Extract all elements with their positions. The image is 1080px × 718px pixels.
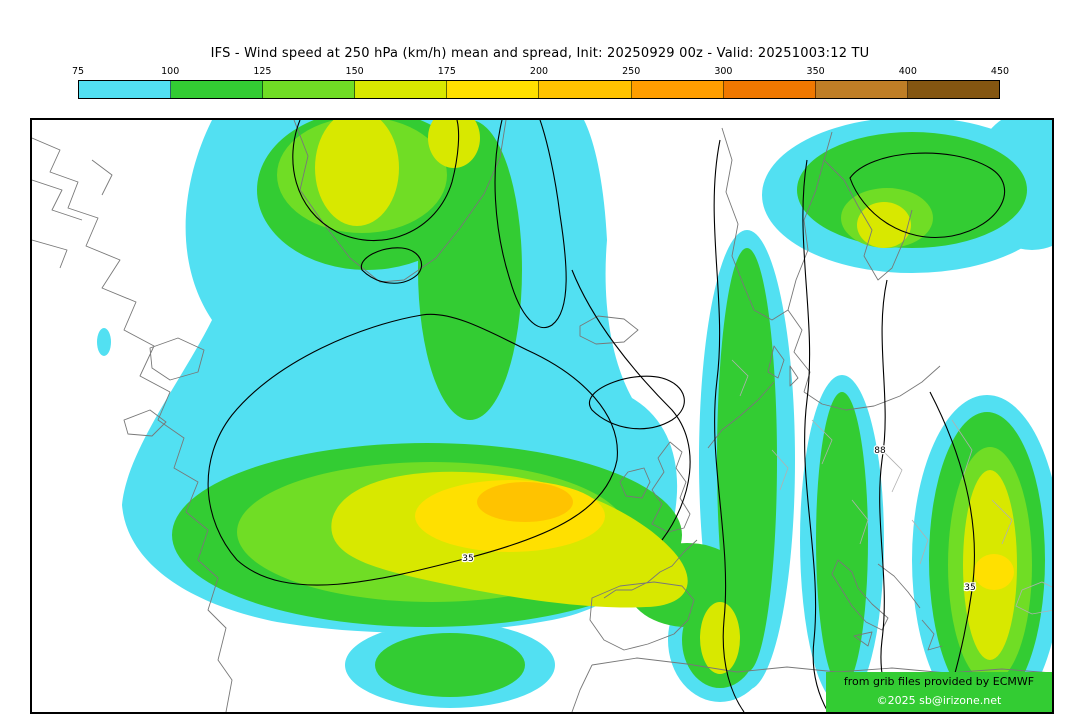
contour-label: 35 bbox=[462, 554, 473, 564]
colorbar-tick-labels: 75 100 125 150 175 200 250 300 350 400 450 bbox=[72, 66, 1009, 78]
mean-contours: 35 88 35 bbox=[207, 120, 1006, 712]
colorbar-tick-label: 300 bbox=[714, 66, 733, 77]
wind-speed-fills bbox=[97, 120, 1052, 712]
colorbar-segment-0 bbox=[79, 81, 172, 98]
contour-label: 35 bbox=[964, 583, 975, 593]
contour-misc bbox=[360, 247, 691, 541]
colorbar-scale bbox=[78, 80, 1000, 99]
colorbar-segment-4 bbox=[447, 81, 540, 98]
coastline-mediterranean bbox=[571, 559, 1052, 712]
map-area: 35 88 35 from grib files provided by ECM… bbox=[30, 118, 1054, 714]
borders-europe-interior bbox=[731, 359, 1052, 615]
colorbar-tick-label: 450 bbox=[990, 66, 1010, 77]
contour-label: 88 bbox=[874, 446, 886, 456]
colorbar-segment-5 bbox=[539, 81, 632, 98]
colorbar-tick-label: 200 bbox=[529, 66, 549, 77]
wind-fill-200-250 bbox=[477, 482, 573, 522]
colorbar-tick-label: 75 bbox=[71, 66, 85, 77]
contour-jet-loop bbox=[207, 313, 618, 586]
colorbar-tick-label: 150 bbox=[345, 66, 364, 77]
contour-northwest-loop bbox=[292, 120, 460, 241]
colorbar-segment-3 bbox=[355, 81, 448, 98]
attribution-badge: from grib files provided by ECMWF ©2025 … bbox=[826, 671, 1052, 712]
colorbar-tick-label: 250 bbox=[622, 66, 641, 77]
colorbar-tick-label: 175 bbox=[437, 66, 456, 77]
coastline-west-europe bbox=[589, 381, 775, 651]
colorbar-tick-label: 100 bbox=[161, 66, 180, 77]
colorbar-segment-6 bbox=[631, 81, 724, 98]
colorbar-segment-8 bbox=[815, 81, 908, 98]
attribution-source: from grib files provided by ECMWF bbox=[826, 671, 1052, 692]
coastlines bbox=[32, 120, 1052, 712]
coastline-greenland-iceland bbox=[293, 120, 639, 345]
attribution-copyright: ©2025 sb@irizone.net bbox=[826, 691, 1052, 712]
colorbar-segment-2 bbox=[263, 81, 356, 98]
colorbar-tick-label: 400 bbox=[898, 66, 917, 77]
chart-title: IFS - Wind speed at 250 hPa (km/h) mean … bbox=[210, 46, 870, 61]
coastline-north-america bbox=[32, 137, 233, 712]
contour-east-bands bbox=[713, 139, 893, 712]
contour-center-tongue bbox=[494, 120, 567, 328]
weather-map-svg: 35 88 35 bbox=[32, 120, 1052, 712]
colorbar-tick-label: 125 bbox=[253, 66, 272, 77]
coastline-scandinavia-baltic bbox=[721, 127, 941, 411]
colorbar-tick-label: 350 bbox=[806, 66, 825, 77]
colorbar-segment-9 bbox=[907, 81, 999, 98]
colorbar-segment-7 bbox=[723, 81, 816, 98]
colorbar-segment-1 bbox=[171, 81, 264, 98]
